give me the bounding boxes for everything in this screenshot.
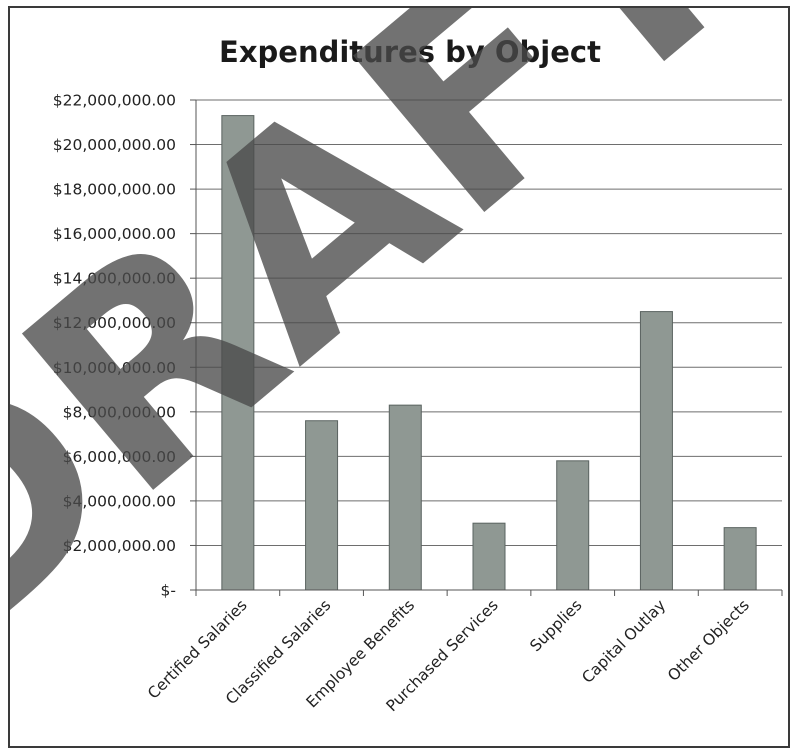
y-tick-label: $22,000,000.00 (53, 92, 176, 110)
bar (388, 404, 422, 591)
y-tick-label: $12,000,000.00 (53, 314, 176, 332)
bar (305, 420, 339, 591)
bar (639, 311, 673, 591)
y-tick-labels: $- $2,000,000.00 $4,000,000.00 $6,000,000.0… (53, 92, 176, 600)
bar-chart: Expenditures by Object $- $2,000,000.00 $4… (10, 8, 792, 715)
y-tick-label: $16,000,000.00 (53, 225, 176, 243)
y-tick-label: $- (161, 582, 176, 600)
y-tick-label: $8,000,000.00 (63, 403, 176, 421)
bar (472, 522, 506, 591)
x-tick-label: Other Objects (664, 596, 753, 685)
x-tick-label: Capital Outlay (578, 596, 669, 687)
y-tick-label: $6,000,000.00 (63, 448, 176, 466)
axes (195, 100, 783, 596)
y-tick-label: $10,000,000.00 (53, 359, 176, 377)
bar (723, 527, 757, 591)
y-tick-label: $4,000,000.00 (63, 492, 176, 510)
y-tick-label: $14,000,000.00 (53, 270, 176, 288)
y-tick-label: $20,000,000.00 (53, 136, 176, 154)
bar (556, 460, 590, 591)
y-tick-label: $2,000,000.00 (63, 537, 176, 555)
chart-frame: Expenditures by Object $- $2,000,000.00 $4… (8, 6, 792, 748)
y-tick-label: $18,000,000.00 (53, 181, 176, 199)
chart-title: Expenditures by Object (219, 35, 601, 69)
x-tick-label: Supplies (526, 596, 585, 655)
